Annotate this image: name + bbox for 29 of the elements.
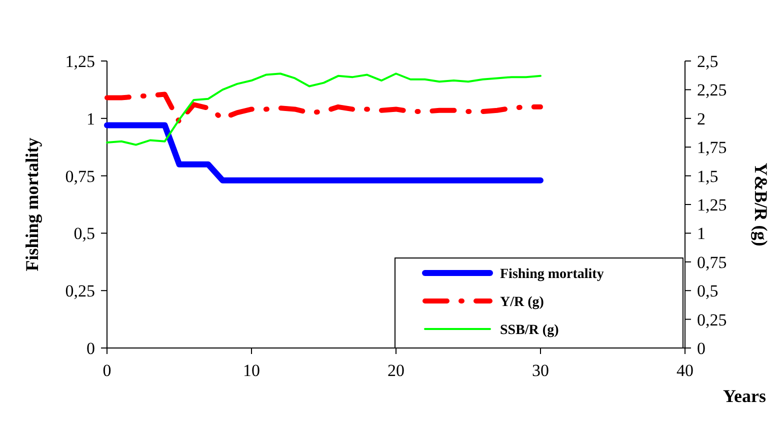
y-tick-label: 1 [86,109,95,128]
x-tick-label: 40 [676,361,694,380]
x-tick-label: 10 [243,361,260,380]
y-tick-label: 0,25 [65,282,95,301]
y2-tick-label: 0,75 [697,252,727,272]
y2-tick-label: 1,5 [697,166,718,186]
y-tick-label: 0 [86,338,95,358]
y2-tick-label: 1 [697,224,706,244]
y-axis-title: Fishing mortality [22,138,42,272]
y2-tick-label: 0,25 [697,310,727,330]
y2-tick-label: 1,75 [697,138,727,158]
y2-tick-label: 2 [697,109,706,128]
y2-tick-label: 1,25 [697,195,727,214]
x-tick-label: 30 [532,361,549,380]
y2-axis-title: Y&B/R (g) [751,162,771,246]
y-tick-label: 1,25 [65,52,95,71]
y2-tick-label: 2,25 [697,80,727,100]
y2-tick-label: 0 [697,338,706,358]
y-tick-label: 0,5 [74,224,95,244]
y-tick-label: 0,75 [65,166,95,186]
x-tick-label: 0 [102,361,112,380]
legend-label: Fishing mortality [500,266,604,282]
line-series [106,72,542,146]
legend-label: SSB/R (g) [500,322,560,338]
x-tick-label: 20 [388,361,404,380]
legend-label: Y/R (g) [500,294,544,310]
x-axis-title: Years [723,386,766,406]
y2-tick-label: 2,5 [697,52,718,71]
y2-tick-label: 0,5 [697,282,718,301]
